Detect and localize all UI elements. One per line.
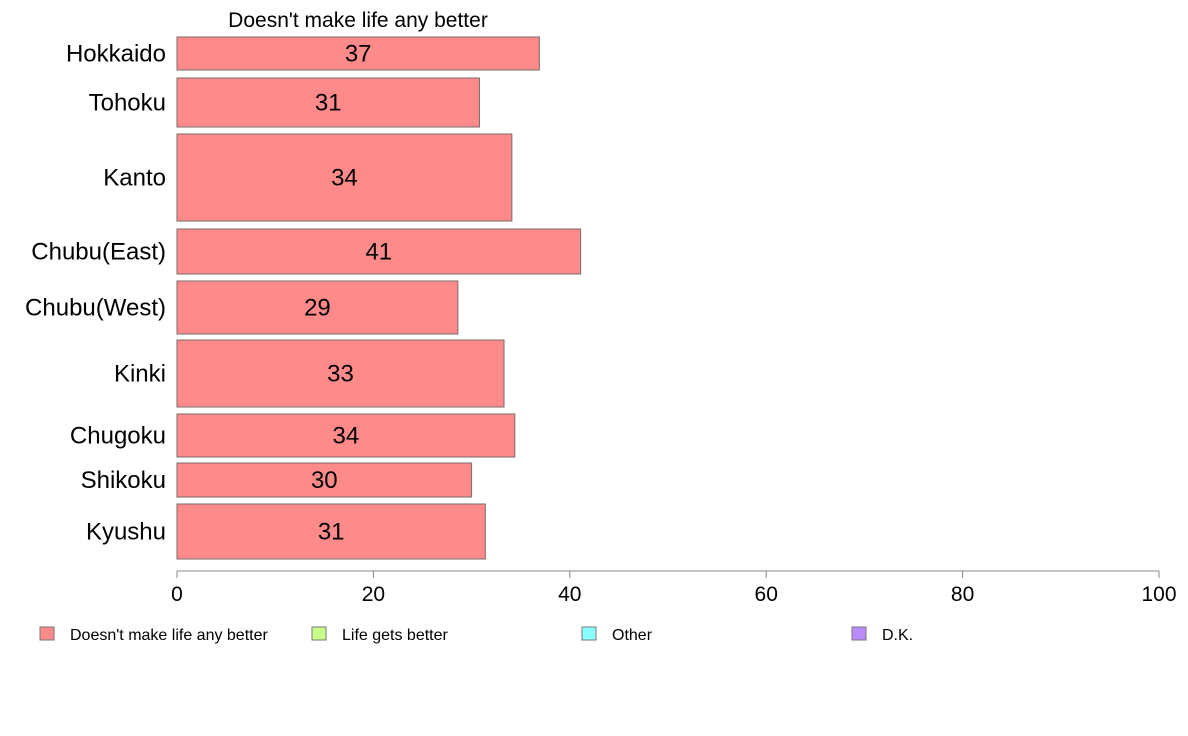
x-tick-label: 60 <box>755 583 778 606</box>
data-label-kanto: 34 <box>331 165 358 192</box>
bar-chubu-east <box>176 228 582 275</box>
category-label-hokkaido: Hokkaido <box>66 41 166 68</box>
bar-kyushu <box>176 503 486 560</box>
data-label-kyushu: 31 <box>318 519 345 546</box>
category-label-shikoku: Shikoku <box>81 467 166 494</box>
x-tick-label: 40 <box>558 583 581 606</box>
legend-label-other: Other <box>612 627 653 644</box>
legend-label-doesn-t-make-life-any-better: Doesn't make life any better <box>70 627 268 644</box>
data-label-kinki: 33 <box>327 361 354 388</box>
bar-hokkaido <box>176 36 540 71</box>
data-label-tohoku: 31 <box>315 90 342 117</box>
data-label-chubu-east: 41 <box>365 239 392 266</box>
x-tick-label: 80 <box>951 583 974 606</box>
x-tick-label: 0 <box>171 583 183 606</box>
category-label-chugoku: Chugoku <box>70 423 166 450</box>
legend-label-d-k: D.K. <box>882 627 913 644</box>
legend-swatch-life-gets-better <box>311 626 327 641</box>
data-label-shikoku: 30 <box>311 467 338 494</box>
category-label-tohoku: Tohoku <box>89 90 166 117</box>
category-label-kyushu: Kyushu <box>86 519 166 546</box>
x-axis: 0 20 40 60 80 100 <box>171 570 1177 606</box>
chart-title: Doesn't make life any better <box>228 9 488 32</box>
legend-swatch-d-k <box>851 626 867 641</box>
bar-chubu-west <box>176 280 459 335</box>
category-labels: Hokkaido Tohoku Kanto Chubu(East) Chubu(West… <box>25 41 166 546</box>
data-label-hokkaido: 37 <box>345 41 372 68</box>
category-label-chubu-east: Chubu(East) <box>31 239 166 266</box>
x-tick-label: 20 <box>362 583 385 606</box>
category-label-kinki: Kinki <box>114 361 166 388</box>
x-tick-label: 100 <box>1141 583 1176 606</box>
legend-label-life-gets-better: Life gets better <box>342 627 449 644</box>
category-label-kanto: Kanto <box>103 165 166 192</box>
data-label-chubu-west: 29 <box>304 295 331 322</box>
category-label-chubu-west: Chubu(West) <box>25 295 166 322</box>
bar-chugoku <box>176 413 516 458</box>
bar-shikoku <box>176 462 473 498</box>
data-label-chugoku: 34 <box>333 423 360 450</box>
bar-kinki <box>176 339 505 408</box>
bar-kanto <box>176 133 513 222</box>
bar-tohoku <box>176 77 480 128</box>
legend-swatch-other <box>581 626 597 641</box>
legend-swatch-doesn-t-make-life-any-better <box>39 626 55 641</box>
legend: Doesn't make life any better Life gets be… <box>39 626 913 644</box>
